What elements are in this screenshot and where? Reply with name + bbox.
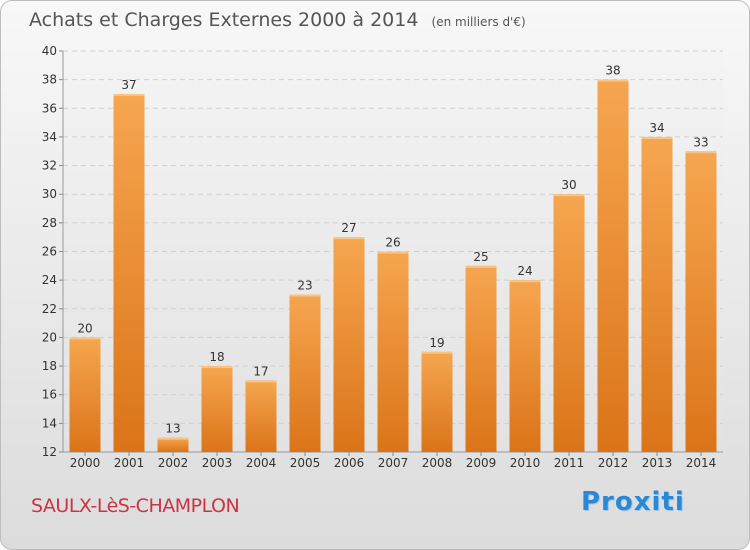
place-name: SAULX-LèS-CHAMPLON [31,495,240,517]
bar-top-highlight [333,237,365,240]
x-tick-label: 2009 [466,456,497,470]
bar-value-label: 24 [517,264,532,278]
x-tick-label: 2005 [290,456,321,470]
y-tick-label: 38 [42,73,57,87]
bar-top-highlight [553,194,585,197]
y-tick-label: 40 [42,44,57,58]
x-tick-label: 2004 [246,456,277,470]
bar-top-highlight [421,351,453,354]
bar [465,265,497,452]
y-tick-label: 30 [42,187,57,201]
y-tick-label: 18 [42,359,57,373]
proxiti-logo: Proxiti [581,487,685,517]
y-tick-label: 28 [42,216,57,230]
bar [157,437,189,452]
bar [509,280,541,452]
bar-top-highlight [113,93,145,96]
chart-subtitle: (en milliers d'€) [431,15,526,29]
y-tick-label: 16 [42,388,57,402]
y-tick-label: 26 [42,245,57,259]
bar-value-label: 25 [473,250,488,264]
bar-value-label: 27 [341,221,356,235]
bar-value-label: 38 [605,64,620,78]
x-tick-label: 2014 [686,456,717,470]
bar-top-highlight [201,366,233,369]
bar [69,337,101,452]
y-tick-label: 34 [42,130,57,144]
bar [377,251,409,452]
bar-top-highlight [245,380,277,383]
bar [113,93,145,452]
bar-value-label: 13 [165,422,180,436]
x-tick-label: 2001 [114,456,145,470]
bar-value-label: 30 [561,178,576,192]
bar-value-label: 34 [649,121,664,135]
y-tick-label: 36 [42,101,57,115]
bar-top-highlight [597,79,629,82]
chart-title: Achats et Charges Externes 2000 à 2014 (… [29,9,526,31]
bar [245,380,277,452]
x-tick-label: 2006 [334,456,365,470]
x-tick-label: 2013 [642,456,673,470]
bar [289,294,321,452]
plot-area: 12 14 16 18 20 22 24 26 28 30 32 34 36 38 40 20 2000 37 20… [42,44,723,470]
x-tick-label: 2000 [70,456,101,470]
bar [421,351,453,452]
x-tick-label: 2003 [202,456,233,470]
bar-top-highlight [377,251,409,254]
x-tick-label: 2012 [598,456,629,470]
bar-value-label: 20 [77,321,92,335]
chart-title-text: Achats et Charges Externes 2000 à 2014 [29,9,419,31]
bar-top-highlight [685,151,717,154]
bar-value-label: 23 [297,278,312,292]
bar-value-label: 19 [429,336,444,350]
bar-top-highlight [509,280,541,283]
y-tick-label: 22 [42,302,57,316]
y-tick-label: 24 [42,273,57,287]
bar-value-label: 17 [253,364,268,378]
bar [553,194,585,452]
y-tick-label: 32 [42,159,57,173]
x-tick-label: 2008 [422,456,453,470]
bar [685,151,717,452]
x-tick-label: 2011 [554,456,585,470]
bar-value-label: 26 [385,236,400,250]
bar-top-highlight [465,265,497,268]
x-tick-label: 2010 [510,456,541,470]
bar-top-highlight [289,294,321,297]
y-tick-label: 14 [42,416,57,430]
y-tick-label: 12 [42,445,57,459]
bar-value-label: 33 [693,135,708,149]
bar [333,237,365,452]
bar [597,79,629,453]
x-tick-label: 2007 [378,456,409,470]
bar-value-label: 37 [121,78,136,92]
bar-top-highlight [157,437,189,440]
bar-top-highlight [69,337,101,340]
x-tick-label: 2002 [158,456,189,470]
y-tick-label: 20 [42,330,57,344]
bar [201,366,233,452]
bar-top-highlight [641,136,673,139]
bar-value-label: 18 [209,350,224,364]
bar [641,136,673,452]
